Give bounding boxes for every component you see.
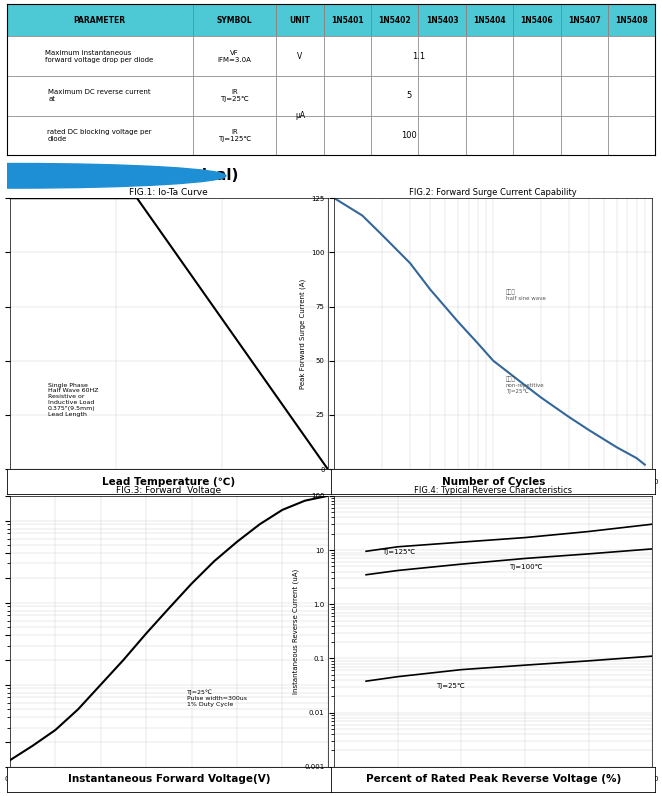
FancyBboxPatch shape <box>466 76 513 115</box>
FancyBboxPatch shape <box>513 76 561 115</box>
Title: FIG.2: Forward Surge Current Capability: FIG.2: Forward Surge Current Capability <box>409 189 577 197</box>
Text: 1N5407: 1N5407 <box>568 16 600 25</box>
Circle shape <box>0 163 226 188</box>
Text: 1N5403: 1N5403 <box>426 16 459 25</box>
FancyBboxPatch shape <box>193 76 276 115</box>
FancyBboxPatch shape <box>561 76 608 115</box>
FancyBboxPatch shape <box>371 4 418 37</box>
Text: μA: μA <box>295 111 305 120</box>
Text: 1N5406: 1N5406 <box>520 16 553 25</box>
FancyBboxPatch shape <box>561 115 608 155</box>
FancyBboxPatch shape <box>276 76 324 115</box>
FancyBboxPatch shape <box>608 76 655 115</box>
FancyBboxPatch shape <box>608 115 655 155</box>
FancyBboxPatch shape <box>324 76 371 115</box>
Text: 1N5408: 1N5408 <box>615 16 648 25</box>
Y-axis label: Peak Forward Surge Current (A): Peak Forward Surge Current (A) <box>299 279 306 388</box>
Text: 1N5402: 1N5402 <box>379 16 411 25</box>
FancyBboxPatch shape <box>466 4 513 37</box>
Text: 1.1: 1.1 <box>412 52 425 60</box>
Text: SYMBOL: SYMBOL <box>216 16 252 25</box>
Text: PARAMETER: PARAMETER <box>73 16 126 25</box>
Text: 1N5404: 1N5404 <box>473 16 506 25</box>
Text: Tj=25℃: Tj=25℃ <box>436 683 465 689</box>
Text: 正弦波
half sine wave: 正弦波 half sine wave <box>506 290 545 301</box>
FancyBboxPatch shape <box>324 4 371 37</box>
Title: FIG.3: Forward  Voltage: FIG.3: Forward Voltage <box>117 486 221 495</box>
Text: Maximum instantaneous
forward voltage drop per diode: Maximum instantaneous forward voltage dr… <box>46 49 154 63</box>
Text: Characteristics (Typical): Characteristics (Typical) <box>31 168 238 183</box>
FancyBboxPatch shape <box>193 115 276 155</box>
Text: Number of Cycles: Number of Cycles <box>442 477 545 486</box>
FancyBboxPatch shape <box>561 37 608 76</box>
FancyBboxPatch shape <box>418 37 466 76</box>
Text: V: V <box>297 52 303 60</box>
FancyBboxPatch shape <box>561 4 608 37</box>
FancyBboxPatch shape <box>7 37 193 76</box>
FancyBboxPatch shape <box>513 115 561 155</box>
FancyBboxPatch shape <box>371 37 418 76</box>
FancyBboxPatch shape <box>466 37 513 76</box>
Text: IR
Tj=125℃: IR Tj=125℃ <box>218 129 251 142</box>
FancyBboxPatch shape <box>324 115 371 155</box>
Text: IR
Tj=25℃: IR Tj=25℃ <box>220 89 249 103</box>
Text: Tj=125℃: Tj=125℃ <box>382 549 415 555</box>
Text: Maximum DC reverse current
at: Maximum DC reverse current at <box>48 89 151 103</box>
Text: UNIT: UNIT <box>289 16 310 25</box>
FancyBboxPatch shape <box>608 37 655 76</box>
FancyBboxPatch shape <box>7 76 193 115</box>
FancyBboxPatch shape <box>276 4 324 37</box>
FancyBboxPatch shape <box>418 76 466 115</box>
Text: Tj=100℃: Tj=100℃ <box>509 564 543 570</box>
FancyBboxPatch shape <box>193 4 276 37</box>
Text: 100: 100 <box>401 131 417 140</box>
FancyBboxPatch shape <box>276 37 324 76</box>
FancyBboxPatch shape <box>7 115 193 155</box>
FancyBboxPatch shape <box>466 115 513 155</box>
Text: 1N5401: 1N5401 <box>331 16 363 25</box>
FancyBboxPatch shape <box>371 76 418 115</box>
FancyBboxPatch shape <box>513 4 561 37</box>
FancyBboxPatch shape <box>608 4 655 37</box>
FancyBboxPatch shape <box>324 37 371 76</box>
Text: Single Phase
Half Wave 60HZ
Resistive or
Inductive Load
0.375"(9.5mm)
Lead Lengt: Single Phase Half Wave 60HZ Resistive or… <box>48 383 99 416</box>
Text: 不重复
non-repetitive
TJ=25℃: 不重复 non-repetitive TJ=25℃ <box>506 377 544 394</box>
Title: FIG.4: Typical Reverse Characteristics: FIG.4: Typical Reverse Characteristics <box>414 486 572 495</box>
FancyBboxPatch shape <box>513 37 561 76</box>
Y-axis label: Instantaneous Reverse Current (uA): Instantaneous Reverse Current (uA) <box>293 568 299 694</box>
Text: Instantaneous Forward Voltage(V): Instantaneous Forward Voltage(V) <box>68 775 270 784</box>
Text: VF
IFM=3.0A: VF IFM=3.0A <box>218 49 252 63</box>
FancyBboxPatch shape <box>276 115 324 155</box>
Text: rated DC blocking voltage per
diode: rated DC blocking voltage per diode <box>47 129 152 142</box>
Text: Percent of Rated Peak Reverse Voltage (%): Percent of Rated Peak Reverse Voltage (%… <box>365 775 621 784</box>
Text: Lead Temperature (℃): Lead Temperature (℃) <box>102 477 236 486</box>
FancyBboxPatch shape <box>418 115 466 155</box>
FancyBboxPatch shape <box>371 115 418 155</box>
Text: TJ=25℃
Pulse width=300us
1% Duty Cycle: TJ=25℃ Pulse width=300us 1% Duty Cycle <box>187 690 247 707</box>
Text: 5: 5 <box>406 92 412 100</box>
FancyBboxPatch shape <box>7 4 193 37</box>
Title: FIG.1: Io-Ta Curve: FIG.1: Io-Ta Curve <box>130 189 208 197</box>
FancyBboxPatch shape <box>418 4 466 37</box>
FancyBboxPatch shape <box>193 37 276 76</box>
